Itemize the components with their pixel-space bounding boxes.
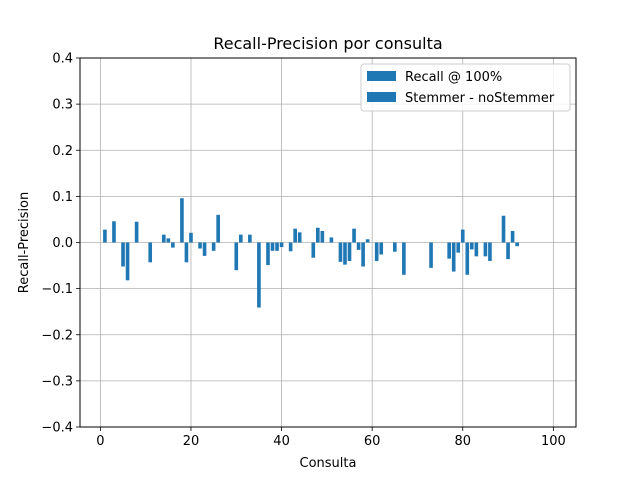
data-bar bbox=[211, 242, 216, 251]
data-bar bbox=[189, 232, 193, 243]
data-bar bbox=[515, 242, 519, 247]
y-tick-label: 0.4 bbox=[52, 52, 73, 67]
data-bar bbox=[361, 242, 365, 267]
data-bar bbox=[121, 242, 125, 267]
x-tick-label: 0 bbox=[96, 434, 104, 449]
data-bar bbox=[347, 242, 352, 261]
data-bar bbox=[429, 242, 433, 268]
x-axis-title: Consulta bbox=[300, 456, 357, 471]
y-tick-label: −0.1 bbox=[41, 282, 73, 297]
data-bar bbox=[460, 229, 465, 243]
x-tick-label: 80 bbox=[454, 434, 471, 449]
data-bar bbox=[465, 242, 470, 275]
data-bar bbox=[470, 242, 474, 250]
data-bar bbox=[393, 242, 397, 252]
data-bar bbox=[501, 215, 506, 243]
data-bar bbox=[275, 242, 279, 251]
data-bar bbox=[329, 237, 334, 243]
data-bar bbox=[315, 227, 320, 243]
data-bar bbox=[356, 242, 361, 250]
data-bar bbox=[171, 242, 175, 248]
data-bar bbox=[506, 242, 510, 260]
data-bar bbox=[352, 228, 356, 243]
data-bar bbox=[125, 242, 130, 281]
data-bar bbox=[216, 214, 220, 243]
data-bar bbox=[288, 242, 293, 252]
legend: Recall @ 100% Stemmer - noStemmer bbox=[360, 63, 571, 112]
data-bar bbox=[234, 242, 239, 271]
data-bar bbox=[311, 242, 316, 258]
data-bar bbox=[320, 230, 325, 243]
data-bar bbox=[112, 221, 116, 243]
y-tick-label: −0.4 bbox=[41, 421, 73, 436]
y-tick-label: −0.2 bbox=[41, 328, 73, 343]
data-bar bbox=[270, 242, 275, 251]
data-bar bbox=[180, 198, 184, 243]
data-bar bbox=[293, 228, 297, 243]
x-tick-label: 60 bbox=[364, 434, 381, 449]
data-bar bbox=[198, 242, 202, 249]
data-bar bbox=[266, 242, 270, 266]
data-bar bbox=[365, 239, 370, 243]
data-bar bbox=[374, 242, 379, 261]
legend-box bbox=[360, 63, 571, 112]
data-bar bbox=[488, 242, 492, 261]
legend-label-stemmer-diff: Stemmer - noStemmer bbox=[405, 91, 555, 106]
data-bar bbox=[166, 238, 171, 243]
data-bar bbox=[103, 229, 107, 243]
chart-title: Recall-Precision por consulta bbox=[213, 34, 442, 53]
y-tick-label: 0.0 bbox=[52, 236, 73, 251]
data-bar bbox=[483, 242, 488, 257]
data-bar bbox=[248, 234, 252, 243]
legend-swatch-stemmer-diff bbox=[367, 92, 396, 102]
data-bar bbox=[338, 242, 343, 262]
x-tick-label: 40 bbox=[273, 434, 290, 449]
y-tick-label: 0.3 bbox=[52, 98, 73, 113]
data-bar bbox=[343, 242, 347, 265]
y-tick-label: 0.1 bbox=[52, 190, 73, 205]
data-bar bbox=[238, 234, 243, 243]
data-bar bbox=[161, 234, 166, 243]
data-bar bbox=[297, 232, 302, 243]
data-bar bbox=[474, 242, 479, 257]
data-bar bbox=[510, 230, 515, 243]
y-tick-label: −0.3 bbox=[41, 374, 73, 389]
data-bar bbox=[134, 221, 139, 243]
data-bar bbox=[379, 242, 384, 255]
data-bar bbox=[451, 242, 456, 272]
data-bar bbox=[456, 242, 461, 253]
bar-series bbox=[103, 198, 519, 308]
data-bar bbox=[279, 242, 284, 248]
legend-swatch-recall bbox=[367, 71, 396, 81]
y-tick-label: 0.2 bbox=[52, 144, 73, 159]
x-tick-label: 100 bbox=[541, 434, 566, 449]
axis-ticks: 0 20 40 60 80 100 −0.4 −0.3 −0.2 −0.1 0.0 0.1 0.2 0.3… bbox=[41, 52, 565, 450]
data-bar bbox=[402, 242, 406, 275]
data-bar bbox=[202, 242, 207, 256]
legend-label-recall: Recall @ 100% bbox=[405, 70, 502, 85]
data-bar bbox=[447, 242, 451, 259]
data-bar bbox=[148, 242, 153, 263]
x-tick-label: 20 bbox=[183, 434, 200, 449]
data-bar bbox=[184, 242, 189, 263]
data-bar bbox=[257, 242, 261, 308]
y-axis-title: Recall-Precision bbox=[17, 192, 32, 293]
